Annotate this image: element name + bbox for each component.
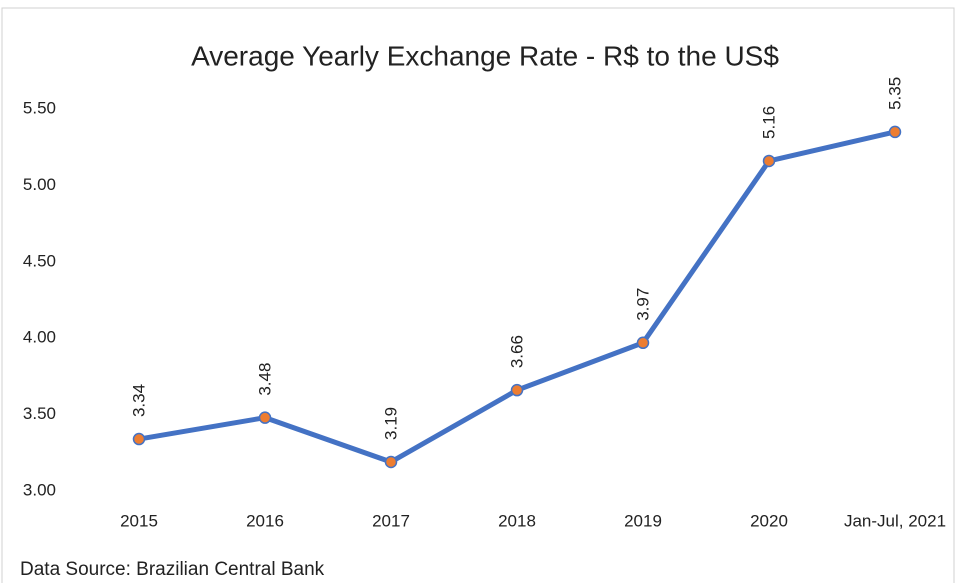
source-note: Data Source: Brazilian Central Bank: [20, 559, 325, 580]
x-tick-label: 2017: [372, 511, 410, 530]
marker: [510, 383, 524, 397]
y-tick-label: 3.00: [23, 480, 56, 499]
y-tick-label: 3.50: [23, 404, 56, 423]
data-label: 3.66: [507, 335, 526, 368]
x-tick-label: 2018: [498, 511, 536, 530]
x-tick-label: 2015: [120, 511, 158, 530]
data-label: 3.97: [633, 288, 652, 321]
y-tick-label: 5.50: [23, 98, 56, 117]
chart-border: [1, 7, 955, 588]
x-tick-label: 2020: [750, 511, 788, 530]
x-tick-label: 2016: [246, 511, 284, 530]
marker: [132, 432, 146, 446]
y-tick-label: 5.00: [23, 175, 56, 194]
y-tick-label: 4.50: [23, 251, 56, 270]
data-label: 3.48: [255, 363, 274, 396]
data-label: 3.19: [381, 407, 400, 440]
y-tick-label: 4.00: [23, 328, 56, 347]
marker: [384, 455, 398, 469]
x-tick-label: 2019: [624, 511, 662, 530]
data-label: 3.34: [129, 384, 148, 417]
x-tick-label: Jan-Jul, 2021: [844, 511, 946, 530]
data-label: 5.16: [759, 106, 778, 139]
chart-title: Average Yearly Exchange Rate - R$ to the…: [191, 40, 779, 71]
marker: [762, 154, 776, 168]
data-label: 5.35: [885, 77, 904, 110]
marker: [258, 411, 272, 424]
marker: [888, 125, 902, 139]
marker: [636, 336, 650, 350]
